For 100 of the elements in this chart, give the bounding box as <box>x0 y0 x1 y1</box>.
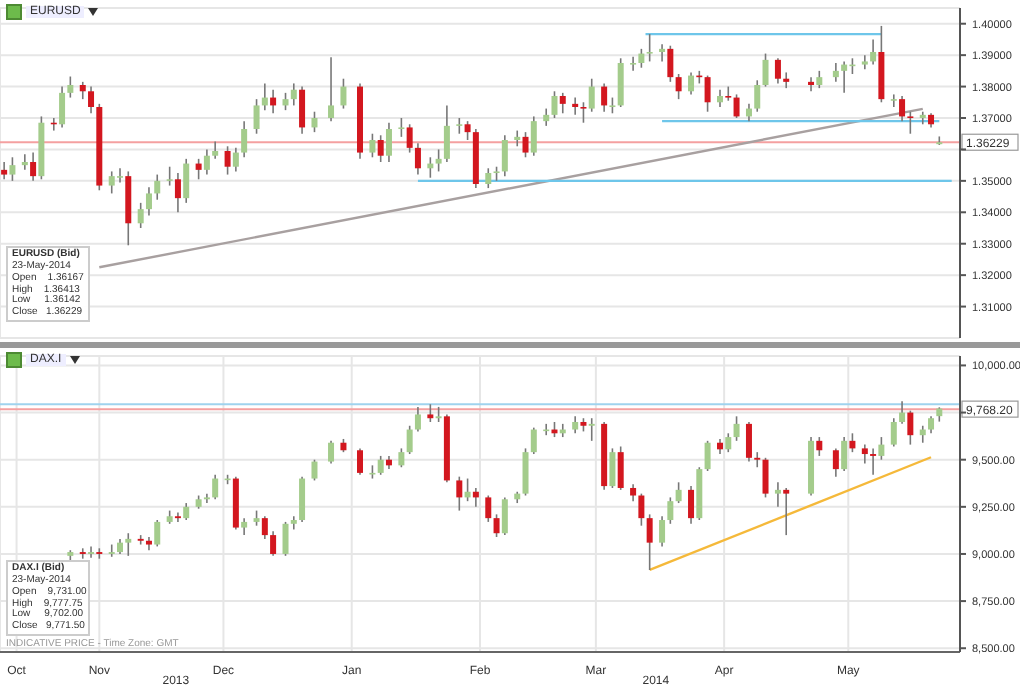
candlestick <box>659 43 666 63</box>
candlestick <box>125 532 132 557</box>
candlestick <box>725 432 732 453</box>
candlestick <box>282 521 289 557</box>
candlestick <box>580 101 587 124</box>
candlestick <box>369 132 376 159</box>
candlestick <box>667 496 674 525</box>
candlestick <box>385 121 392 163</box>
candlestick <box>551 90 558 119</box>
candlestick <box>241 120 248 159</box>
candlestick <box>195 158 202 181</box>
candlestick <box>485 167 492 189</box>
candlestick <box>501 134 508 177</box>
candlestick <box>203 148 210 176</box>
candlestick <box>754 451 761 469</box>
candlestick <box>646 33 653 63</box>
candlestick <box>870 447 877 476</box>
candlestick <box>675 73 682 100</box>
candlestick <box>688 485 695 525</box>
candlestick <box>377 134 384 163</box>
candlestick <box>174 511 181 523</box>
candlestick <box>270 530 277 557</box>
candlestick <box>311 110 318 133</box>
candlestick <box>79 547 86 560</box>
candlestick <box>212 473 219 501</box>
candlestick <box>435 148 442 173</box>
candlestick <box>299 85 306 135</box>
candlestick <box>340 77 347 110</box>
candlestick <box>861 443 868 465</box>
candlestick <box>890 93 897 108</box>
candlestick <box>841 60 848 94</box>
candlestick <box>919 110 926 126</box>
candlestick <box>890 417 897 448</box>
candlestick <box>485 494 492 523</box>
candlestick <box>493 513 500 538</box>
candlestick <box>530 426 537 455</box>
candlestick <box>398 117 405 138</box>
candlestick <box>406 123 413 154</box>
candlestick <box>125 170 132 247</box>
candlestick <box>725 85 732 102</box>
candlestick <box>832 447 839 478</box>
candlestick <box>30 151 37 182</box>
candlestick <box>774 57 781 85</box>
candlestick <box>659 515 666 548</box>
candlestick <box>899 95 906 122</box>
candlestick <box>638 48 645 69</box>
candlestick <box>832 62 839 83</box>
candlestick <box>899 400 906 425</box>
candlestick <box>638 492 645 527</box>
candlestick <box>745 421 752 463</box>
candlestick <box>870 38 877 66</box>
candlestick <box>145 186 152 217</box>
candlestick <box>559 92 566 115</box>
candlestick <box>328 56 335 122</box>
candlestick <box>762 52 769 88</box>
candlestick <box>907 110 914 135</box>
candlestick <box>688 71 695 96</box>
candlestick <box>501 496 508 536</box>
candlestick <box>774 481 781 508</box>
candlestick <box>261 515 268 540</box>
candlestick <box>522 131 529 159</box>
candlestick <box>762 457 769 499</box>
candlestick <box>174 172 181 214</box>
candlestick <box>588 77 595 113</box>
candlestick <box>530 115 537 157</box>
candlestick <box>646 513 653 571</box>
candlestick <box>783 71 790 89</box>
candlestick <box>414 406 421 433</box>
candlestick <box>414 142 421 176</box>
candlestick <box>816 436 823 457</box>
candlestick <box>704 74 711 113</box>
candlestick <box>59 85 66 129</box>
candlestick <box>522 447 529 497</box>
candlestick <box>154 173 161 201</box>
candlestick <box>67 75 74 99</box>
candlestick <box>203 492 210 504</box>
candlestick <box>617 57 624 108</box>
candlestick <box>88 545 95 559</box>
candlestick <box>290 82 297 107</box>
candlestick <box>808 76 815 93</box>
candlestick <box>377 455 384 476</box>
candlestick <box>224 145 231 176</box>
candlestick <box>117 167 123 184</box>
candlestick <box>878 25 885 104</box>
candlestick <box>406 424 413 455</box>
candlestick <box>328 440 335 465</box>
candlestick <box>9 156 16 182</box>
candlestick <box>464 120 471 141</box>
candlestick <box>630 55 637 72</box>
candlestick <box>232 147 239 173</box>
candlestick <box>609 447 616 489</box>
candlestick <box>21 153 28 171</box>
candlestick <box>183 158 190 204</box>
candlestick <box>733 415 740 442</box>
candlestick <box>137 202 144 229</box>
candlestick <box>357 447 363 476</box>
candlestick <box>704 440 711 472</box>
candlestick <box>88 85 95 115</box>
candlestick <box>878 436 885 461</box>
candlestick <box>443 104 450 163</box>
